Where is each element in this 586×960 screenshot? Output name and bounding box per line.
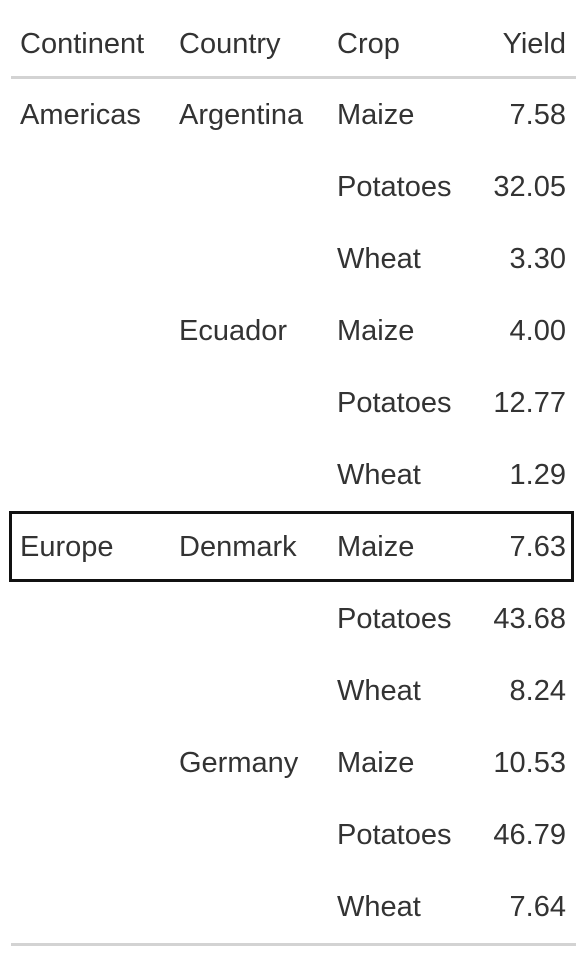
table-row[interactable]: Potatoes 43.68 (11, 583, 576, 655)
cell-crop: Maize (337, 746, 415, 779)
table-row[interactable]: Potatoes 12.77 (11, 367, 576, 439)
cell-continent (11, 655, 170, 727)
cell-continent (11, 799, 170, 871)
cell-crop: Wheat (328, 871, 476, 946)
table-row[interactable]: Potatoes 32.05 (11, 151, 576, 223)
cell-continent (11, 367, 170, 439)
table-row[interactable]: Americas Argentina Maize 7.58 (11, 78, 576, 152)
cell-yield: 1.29 (509, 458, 566, 491)
cell-crop: Maize (337, 98, 415, 131)
cell-crop: Maize (337, 314, 415, 347)
cell-country (170, 439, 328, 511)
cell-country (170, 871, 328, 946)
cell-yield: 4.00 (509, 314, 566, 347)
table-row-highlighted[interactable]: Europe Denmark Maize 7.63 (11, 511, 576, 583)
cell-yield: 43.68 (493, 602, 566, 635)
cell-continent: Americas (20, 98, 141, 131)
cell-continent (11, 583, 170, 655)
table-row[interactable]: Potatoes 46.79 (11, 799, 576, 871)
cell-crop: Potatoes (337, 170, 452, 203)
cell-crop: Potatoes (337, 386, 452, 419)
cell-yield: 10.53 (493, 746, 566, 779)
cell-continent (11, 439, 170, 511)
cell-continent (11, 727, 170, 799)
cell-continent (11, 871, 170, 946)
cell-country (170, 223, 328, 295)
cell-crop: Maize (337, 530, 415, 563)
table-row[interactable]: Wheat 7.64 (11, 871, 576, 946)
cell-yield: 7.58 (509, 98, 566, 131)
cell-country: Denmark (179, 530, 297, 563)
cell-yield: 32.05 (493, 170, 566, 203)
table-row[interactable]: Wheat 8.24 (11, 655, 576, 727)
cell-crop: Potatoes (337, 818, 452, 851)
cell-yield: 12.77 (493, 386, 566, 419)
cell-country (170, 583, 328, 655)
cell-country: Germany (179, 746, 299, 779)
cell-country (170, 799, 328, 871)
cell-continent (11, 223, 170, 295)
column-header-yield[interactable]: Yield (476, 12, 576, 79)
cell-yield: 3.30 (509, 242, 566, 275)
cell-continent (11, 295, 170, 367)
cell-country (170, 655, 328, 727)
table-body: Americas Argentina Maize 7.58 Potatoes 3… (11, 78, 576, 946)
table-row[interactable]: Wheat 3.30 (11, 223, 576, 295)
cell-continent: Europe (20, 530, 114, 563)
yield-table: Continent Country Crop Yield Americas Ar… (11, 12, 576, 946)
column-header-country[interactable]: Country (170, 12, 328, 79)
cell-country: Argentina (179, 98, 304, 131)
column-header-continent[interactable]: Continent (11, 12, 170, 79)
cell-yield: 7.64 (476, 871, 576, 946)
header-row: Continent Country Crop Yield (11, 12, 576, 79)
cell-yield: 7.63 (509, 530, 566, 563)
cell-continent (11, 151, 170, 223)
table-row[interactable]: Germany Maize 10.53 (11, 727, 576, 799)
cell-country: Ecuador (179, 314, 288, 347)
cell-crop: Wheat (337, 458, 421, 491)
table-row[interactable]: Wheat 1.29 (11, 439, 576, 511)
cell-yield: 8.24 (509, 674, 566, 707)
cell-crop: Potatoes (337, 602, 452, 635)
column-header-crop[interactable]: Crop (328, 12, 476, 79)
table-row[interactable]: Ecuador Maize 4.00 (11, 295, 576, 367)
table-header: Continent Country Crop Yield (11, 12, 576, 79)
cell-yield: 46.79 (493, 818, 566, 851)
cell-crop: Wheat (337, 242, 421, 275)
cell-country (170, 367, 328, 439)
cell-country (170, 151, 328, 223)
cell-crop: Wheat (337, 674, 421, 707)
